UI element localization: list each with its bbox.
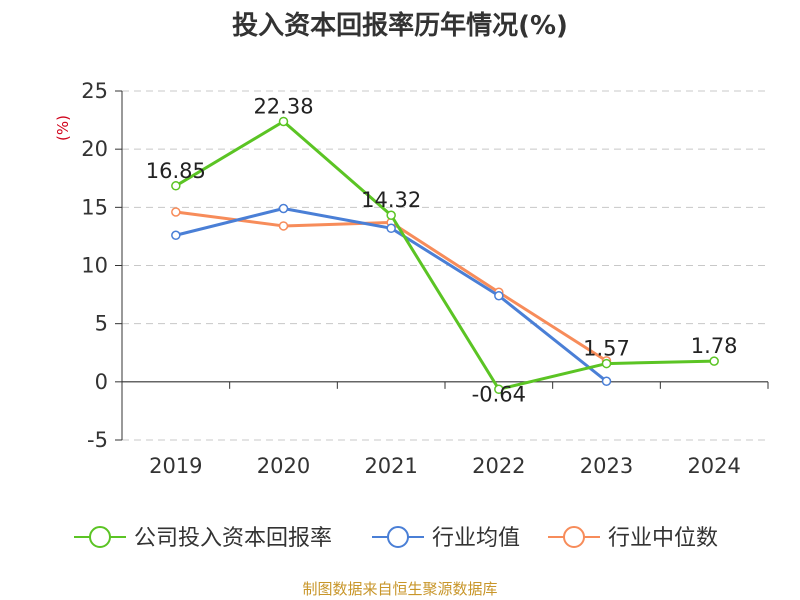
x-tick-label: 2022 bbox=[472, 454, 525, 478]
data-point bbox=[278, 221, 289, 231]
data-point bbox=[601, 358, 612, 369]
x-tick-label: 2024 bbox=[687, 454, 740, 478]
x-tick-label: 2021 bbox=[364, 454, 417, 478]
data-point bbox=[278, 116, 289, 127]
data-point bbox=[386, 210, 396, 220]
data-label: 16.85 bbox=[146, 159, 206, 183]
y-tick-label: 5 bbox=[95, 312, 108, 336]
series-line-2 bbox=[175, 210, 608, 363]
legend-swatch-marker bbox=[89, 526, 111, 548]
legend-swatch-marker bbox=[387, 526, 409, 548]
data-point bbox=[278, 203, 289, 214]
axes: 25 20 15 10 5 0 -5 2019 2020 2021 2022 2023 2024 bbox=[81, 79, 769, 478]
x-tick-label: 2023 bbox=[580, 454, 633, 478]
data-point bbox=[171, 207, 181, 217]
data-label: -0.64 bbox=[472, 382, 526, 406]
data-label: 1.57 bbox=[583, 337, 630, 361]
x-tick-label: 2019 bbox=[149, 454, 202, 478]
legend-swatch-marker bbox=[563, 526, 585, 548]
y-tick-label: 15 bbox=[81, 195, 108, 219]
source-note: 制图数据来自恒生聚源数据库 bbox=[302, 580, 497, 598]
y-tick-label: 25 bbox=[81, 79, 108, 103]
y-tick-label: 20 bbox=[81, 137, 108, 161]
data-point bbox=[386, 223, 396, 234]
data-point bbox=[171, 181, 181, 191]
series-line-0 bbox=[175, 119, 715, 391]
data-point bbox=[494, 290, 504, 301]
data-point bbox=[171, 230, 181, 241]
data-label: 1.78 bbox=[691, 334, 738, 358]
legend-label: 行业中位数 bbox=[608, 526, 718, 551]
series-lines bbox=[171, 116, 719, 395]
legend-label: 行业均值 bbox=[432, 526, 520, 551]
y-axis-label: (%) bbox=[54, 115, 72, 141]
data-point bbox=[709, 356, 719, 366]
data-labels: 16.85 22.38 14.32 -0.64 1.57 1.78 bbox=[146, 94, 738, 406]
data-label: 22.38 bbox=[253, 94, 313, 118]
y-tick-label: 0 bbox=[95, 370, 108, 394]
legend-label: 公司投入资本回报率 bbox=[134, 526, 332, 551]
y-tick-label: 10 bbox=[81, 254, 108, 278]
y-tick-label: -5 bbox=[87, 428, 108, 452]
data-point bbox=[601, 376, 612, 387]
chart-title: 投入资本回报率历年情况(%) bbox=[232, 10, 568, 41]
legend: 公司投入资本回报率 行业均值 行业中位数 bbox=[74, 526, 718, 551]
data-label: 14.32 bbox=[361, 188, 421, 212]
series-line-1 bbox=[175, 206, 608, 383]
data-point bbox=[494, 384, 504, 395]
x-tick-label: 2020 bbox=[257, 454, 310, 478]
